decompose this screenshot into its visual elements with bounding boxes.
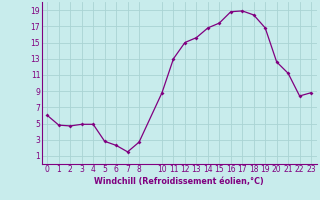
X-axis label: Windchill (Refroidissement éolien,°C): Windchill (Refroidissement éolien,°C) xyxy=(94,177,264,186)
